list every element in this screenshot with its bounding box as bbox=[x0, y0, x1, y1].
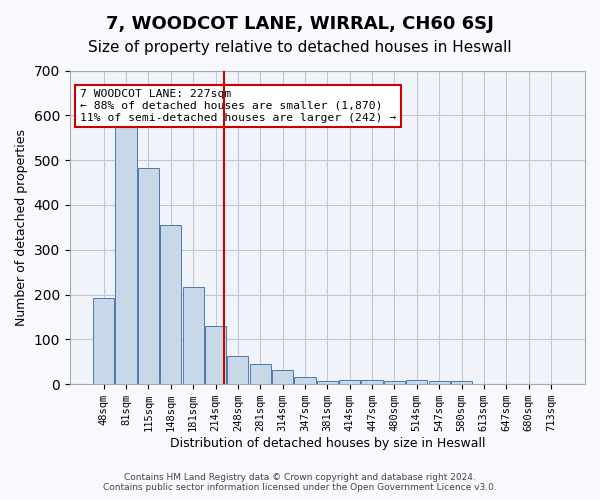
Bar bbox=[317, 380, 338, 384]
Bar bbox=[384, 380, 405, 384]
Bar bbox=[295, 378, 316, 384]
X-axis label: Distribution of detached houses by size in Heswall: Distribution of detached houses by size … bbox=[170, 437, 485, 450]
Text: Size of property relative to detached houses in Heswall: Size of property relative to detached ho… bbox=[88, 40, 512, 55]
Bar bbox=[227, 356, 248, 384]
Bar bbox=[361, 380, 383, 384]
Bar bbox=[115, 124, 137, 384]
Bar bbox=[406, 380, 427, 384]
Y-axis label: Number of detached properties: Number of detached properties bbox=[15, 129, 28, 326]
Text: 7, WOODCOT LANE, WIRRAL, CH60 6SJ: 7, WOODCOT LANE, WIRRAL, CH60 6SJ bbox=[106, 15, 494, 33]
Bar bbox=[272, 370, 293, 384]
Bar bbox=[160, 225, 181, 384]
Text: Contains HM Land Registry data © Crown copyright and database right 2024.
Contai: Contains HM Land Registry data © Crown c… bbox=[103, 473, 497, 492]
Bar bbox=[205, 326, 226, 384]
Bar bbox=[138, 168, 159, 384]
Bar bbox=[182, 288, 204, 384]
Bar bbox=[250, 364, 271, 384]
Bar bbox=[339, 380, 361, 384]
Bar bbox=[428, 380, 450, 384]
Text: 7 WOODCOT LANE: 227sqm
← 88% of detached houses are smaller (1,870)
11% of semi-: 7 WOODCOT LANE: 227sqm ← 88% of detached… bbox=[80, 90, 396, 122]
Bar bbox=[451, 380, 472, 384]
Bar bbox=[93, 298, 115, 384]
